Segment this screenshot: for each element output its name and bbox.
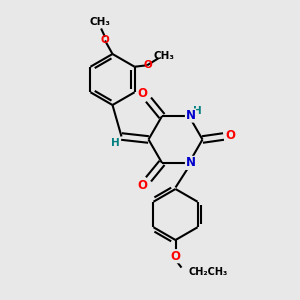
Text: CH₃: CH₃ xyxy=(89,16,110,27)
Text: O: O xyxy=(100,34,109,45)
Text: N: N xyxy=(185,109,196,122)
Text: H: H xyxy=(110,138,119,148)
Text: CH₂CH₃: CH₂CH₃ xyxy=(188,267,228,277)
Text: O: O xyxy=(143,60,152,70)
Text: O: O xyxy=(137,87,148,100)
Text: O: O xyxy=(137,179,148,192)
Text: O: O xyxy=(170,250,181,263)
Text: H: H xyxy=(193,106,202,116)
Text: O: O xyxy=(225,128,235,142)
Text: CH₃: CH₃ xyxy=(153,51,174,61)
Text: N: N xyxy=(185,156,196,170)
